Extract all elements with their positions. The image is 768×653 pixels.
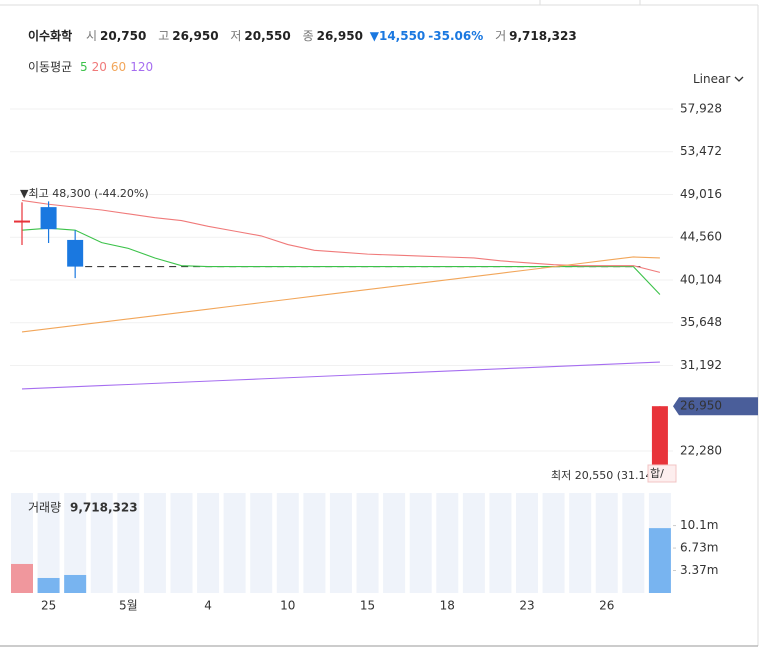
value: 26,950	[316, 29, 363, 43]
volume-tick-label: 6.73m	[680, 541, 718, 555]
price-pane	[10, 108, 673, 468]
label: 시	[86, 29, 98, 43]
volume-column-bg	[383, 493, 406, 593]
volume-column-bg	[409, 493, 432, 593]
value: 20,550	[244, 29, 291, 43]
y-tick-label: 49,016	[680, 187, 722, 201]
x-tick-label: 10	[280, 599, 295, 613]
overlay-box	[647, 464, 677, 483]
y-tick-label: 53,472	[680, 144, 722, 158]
value: 26,950	[172, 29, 219, 43]
volume-column-bg	[37, 493, 60, 593]
stock-name: 이수화학	[28, 29, 73, 43]
low-annotation: 최저 20,550 (31.14%)	[551, 469, 667, 482]
overlay-label: 합/	[650, 467, 664, 480]
volume-title: 거래량	[28, 501, 61, 515]
volume-column-bg	[542, 493, 565, 593]
value: 9,718,323	[509, 29, 577, 43]
legend-entry: 60	[110, 60, 127, 74]
scale-dropdown[interactable]: Linear	[693, 72, 744, 86]
high-annotation: ▼최고 48,300 (-44.20%)	[20, 187, 149, 200]
legend-entry: 120	[130, 60, 154, 74]
volume-column-bg	[223, 493, 246, 593]
volume-column-bg	[303, 493, 326, 593]
volume-column-bg	[622, 493, 645, 593]
volume-column-bg	[329, 493, 352, 593]
ma-line	[21, 227, 661, 295]
volume-column-bg	[276, 493, 299, 593]
legend-entry: 5	[80, 60, 88, 74]
volume-column-bg	[143, 493, 166, 593]
y-tick-label: 57,928	[680, 101, 722, 115]
scale-label[interactable]: Linear	[693, 72, 731, 86]
volume-column-bg	[90, 493, 113, 593]
ma-line	[21, 256, 660, 333]
legend-entry: 20	[91, 60, 107, 74]
value: 20,750	[100, 29, 147, 43]
x-tick-label: 5월	[119, 599, 138, 613]
x-tick-label: 23	[519, 599, 534, 613]
volume-column-bg	[250, 493, 273, 593]
x-tick-label: 25	[41, 599, 56, 613]
change-pct: -35.06%	[428, 29, 484, 43]
label: 저	[230, 29, 242, 43]
ma-legend: 이동평균 5 20 60 120	[28, 58, 157, 75]
ma-label: 이동평균	[28, 60, 73, 74]
header: 이수화학 시 20,750 고 26,950 저 20,550 종 26,950 ▼14…	[28, 27, 580, 44]
candle-body	[67, 239, 84, 267]
volume-tick-label: 10.1m	[680, 518, 718, 532]
volume-column-bg	[489, 493, 512, 593]
label: 거	[495, 29, 507, 43]
volume-column-bg	[569, 493, 592, 593]
x-tick-label: 4	[204, 599, 212, 613]
volume-column-bg	[436, 493, 459, 593]
x-tick-label: 18	[440, 599, 455, 613]
volume-bar	[11, 563, 33, 593]
y-tick-label: 44,560	[680, 230, 722, 244]
candle-body	[40, 207, 57, 230]
volume-column-bg	[197, 493, 220, 593]
change: ▼14,550	[369, 29, 426, 43]
volume-bar	[37, 577, 60, 593]
label: 고	[158, 29, 170, 43]
price-tag	[673, 397, 758, 416]
y-tick-label: 35,648	[680, 315, 722, 329]
label: 종	[302, 29, 314, 43]
volume-value: 9,718,323	[70, 501, 138, 515]
volume-column-bg	[117, 493, 140, 593]
volume-tick-label: 3.37m	[680, 563, 718, 577]
x-tick-label: 26	[599, 599, 614, 613]
x-tick-label: 15	[360, 599, 375, 613]
y-tick-label: 40,104	[680, 272, 722, 286]
volume-column-bg	[170, 493, 193, 593]
volume-column-bg	[356, 493, 379, 593]
volume-column-bg	[462, 493, 485, 593]
volume-column-bg	[64, 493, 87, 593]
volume-column-bg	[595, 493, 618, 593]
price-tag-label: 26,950	[680, 399, 722, 413]
candle-body	[14, 220, 30, 223]
chevron[interactable]	[734, 75, 744, 83]
volume-column-bg	[516, 493, 539, 593]
candle-body	[651, 406, 668, 466]
ma-line	[21, 199, 661, 273]
ma-line	[21, 361, 660, 390]
y-tick-label: 22,280	[680, 443, 722, 457]
y-tick-label: 31,192	[680, 358, 722, 372]
volume-bar	[64, 574, 87, 593]
volume-bar	[648, 528, 671, 593]
